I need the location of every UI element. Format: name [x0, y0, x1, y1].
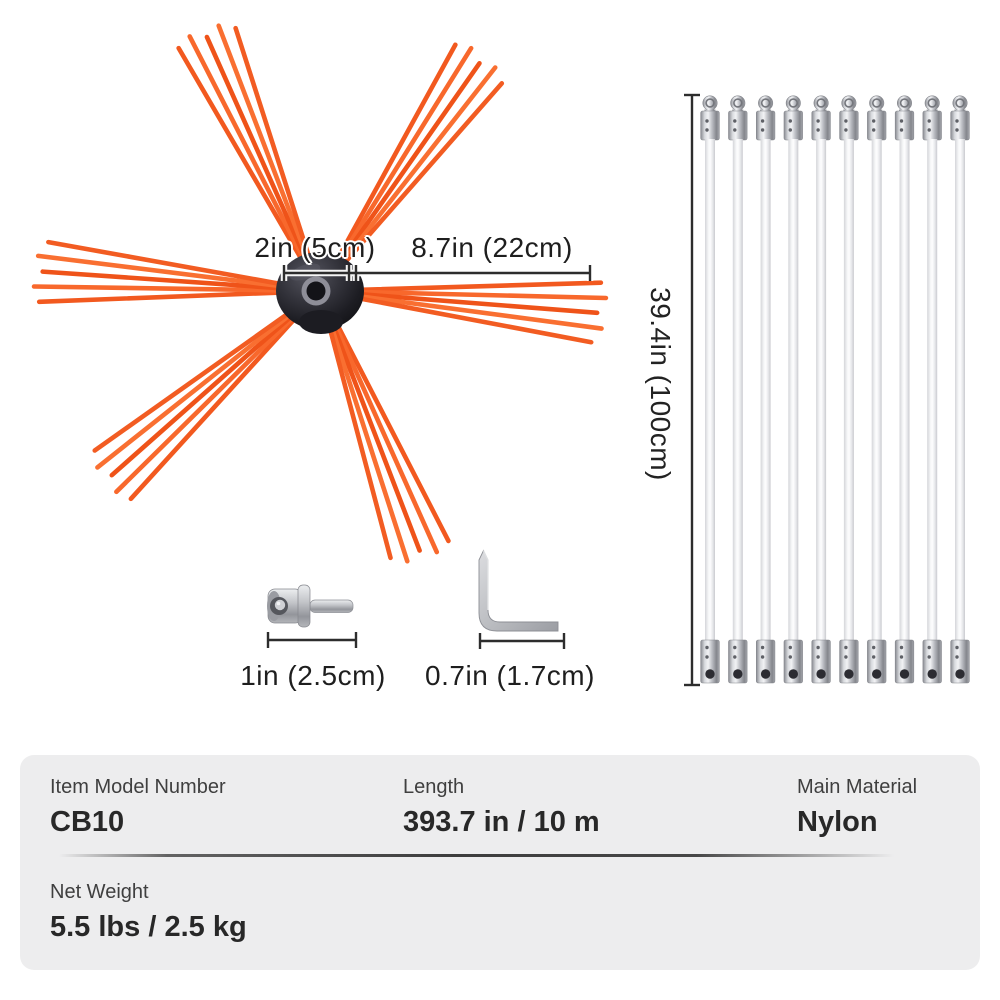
extension-rod: [810, 95, 832, 684]
adapter-illustration: [266, 584, 358, 648]
adapter-dimension-line: [266, 632, 358, 648]
bristle-strand: [36, 289, 303, 305]
brush-dimension-line: [280, 265, 594, 281]
bristle-length-label: 8.7in (22cm): [411, 232, 573, 263]
adapter: [267, 584, 354, 628]
hub-bore: [306, 281, 326, 301]
hex-key-dimension-line: [478, 633, 566, 649]
bristle-strand: [328, 45, 474, 277]
bristle-cluster: [322, 306, 451, 564]
hex-key-illustration: [478, 549, 566, 649]
bristle-strand: [128, 303, 309, 502]
bristle-strand: [40, 269, 303, 292]
bristle-strand: [330, 65, 498, 278]
spec-label: Length: [403, 776, 465, 798]
hex-key: [478, 549, 559, 632]
hex-key-length-label: 0.7in (1.7cm): [425, 660, 595, 691]
spec-divider: [50, 854, 948, 857]
spec-value: 393.7 in / 10 m: [403, 806, 600, 838]
bristle-strand: [337, 289, 609, 301]
spec-panel: Item Model Number CB10 Length 393.7 in /…: [20, 755, 980, 970]
bristle-strand: [337, 290, 600, 316]
bristle-strand: [204, 34, 315, 276]
spec-label: Net Weight: [50, 881, 149, 903]
bristle-cluster: [327, 42, 505, 279]
brush-illustration: [31, 23, 609, 564]
bristle-strand: [337, 280, 604, 293]
bristle-strand: [326, 306, 451, 544]
spec-value: Nylon: [797, 806, 878, 838]
spec-value: 5.5 lbs / 2.5 kg: [50, 911, 247, 943]
bristle-strand: [187, 34, 314, 276]
rods-length-dimension-line: [684, 93, 700, 687]
spec-cell-material: Main Material Nylon: [797, 776, 917, 837]
extension-rod: [866, 95, 887, 684]
spec-cell-weight: Net Weight 5.5 lbs / 2.5 kg: [50, 881, 247, 942]
bristle-strand: [92, 300, 306, 453]
bristle-strand: [337, 291, 604, 331]
rods-group: [699, 95, 971, 684]
extension-rod: [699, 95, 721, 684]
spec-label: Item Model Number: [50, 776, 226, 798]
spec-label: Main Material: [797, 776, 918, 798]
hub-width-label: 2in (5cm): [254, 232, 376, 263]
rods-length-label: 39.4in (100cm): [645, 287, 676, 481]
bristle-strand: [337, 292, 594, 345]
spec-cell-length: Length 393.7 in / 10 m: [403, 776, 600, 837]
bristle-strand: [216, 23, 316, 275]
extension-rod: [755, 95, 776, 684]
bristle-strand: [323, 307, 410, 564]
bristle-cluster: [337, 280, 609, 345]
bristle-strand: [325, 306, 440, 555]
bristle-strand: [327, 42, 458, 276]
bristle-cluster: [176, 23, 317, 277]
extension-rod: [949, 95, 971, 684]
bristle-clusters: [31, 23, 609, 564]
bristle-strand: [176, 45, 313, 277]
extension-rod: [727, 95, 748, 684]
rods-illustration: [684, 93, 971, 687]
bristle-strand: [329, 60, 482, 277]
extension-rod: [783, 95, 804, 684]
bristle-strand: [95, 301, 307, 470]
bristle-strand: [324, 307, 422, 553]
extension-rod: [894, 95, 915, 684]
bristle-strand: [46, 239, 303, 290]
extension-rod: [838, 95, 860, 684]
bristle-strand: [233, 25, 317, 275]
bristle-strand: [114, 302, 309, 495]
bristle-strand: [322, 308, 393, 561]
adapter-length-label: 1in (2.5cm): [240, 660, 386, 691]
bristle-strand: [109, 301, 308, 478]
bristle-strand: [330, 81, 505, 279]
bristle-strand: [31, 284, 303, 293]
spec-cell-model: Item Model Number CB10: [50, 776, 226, 837]
extension-rod: [922, 95, 943, 684]
bristle-cluster: [92, 300, 309, 502]
bristle-strand: [35, 253, 303, 291]
spec-value: CB10: [50, 806, 125, 838]
bristle-cluster: [31, 239, 303, 305]
